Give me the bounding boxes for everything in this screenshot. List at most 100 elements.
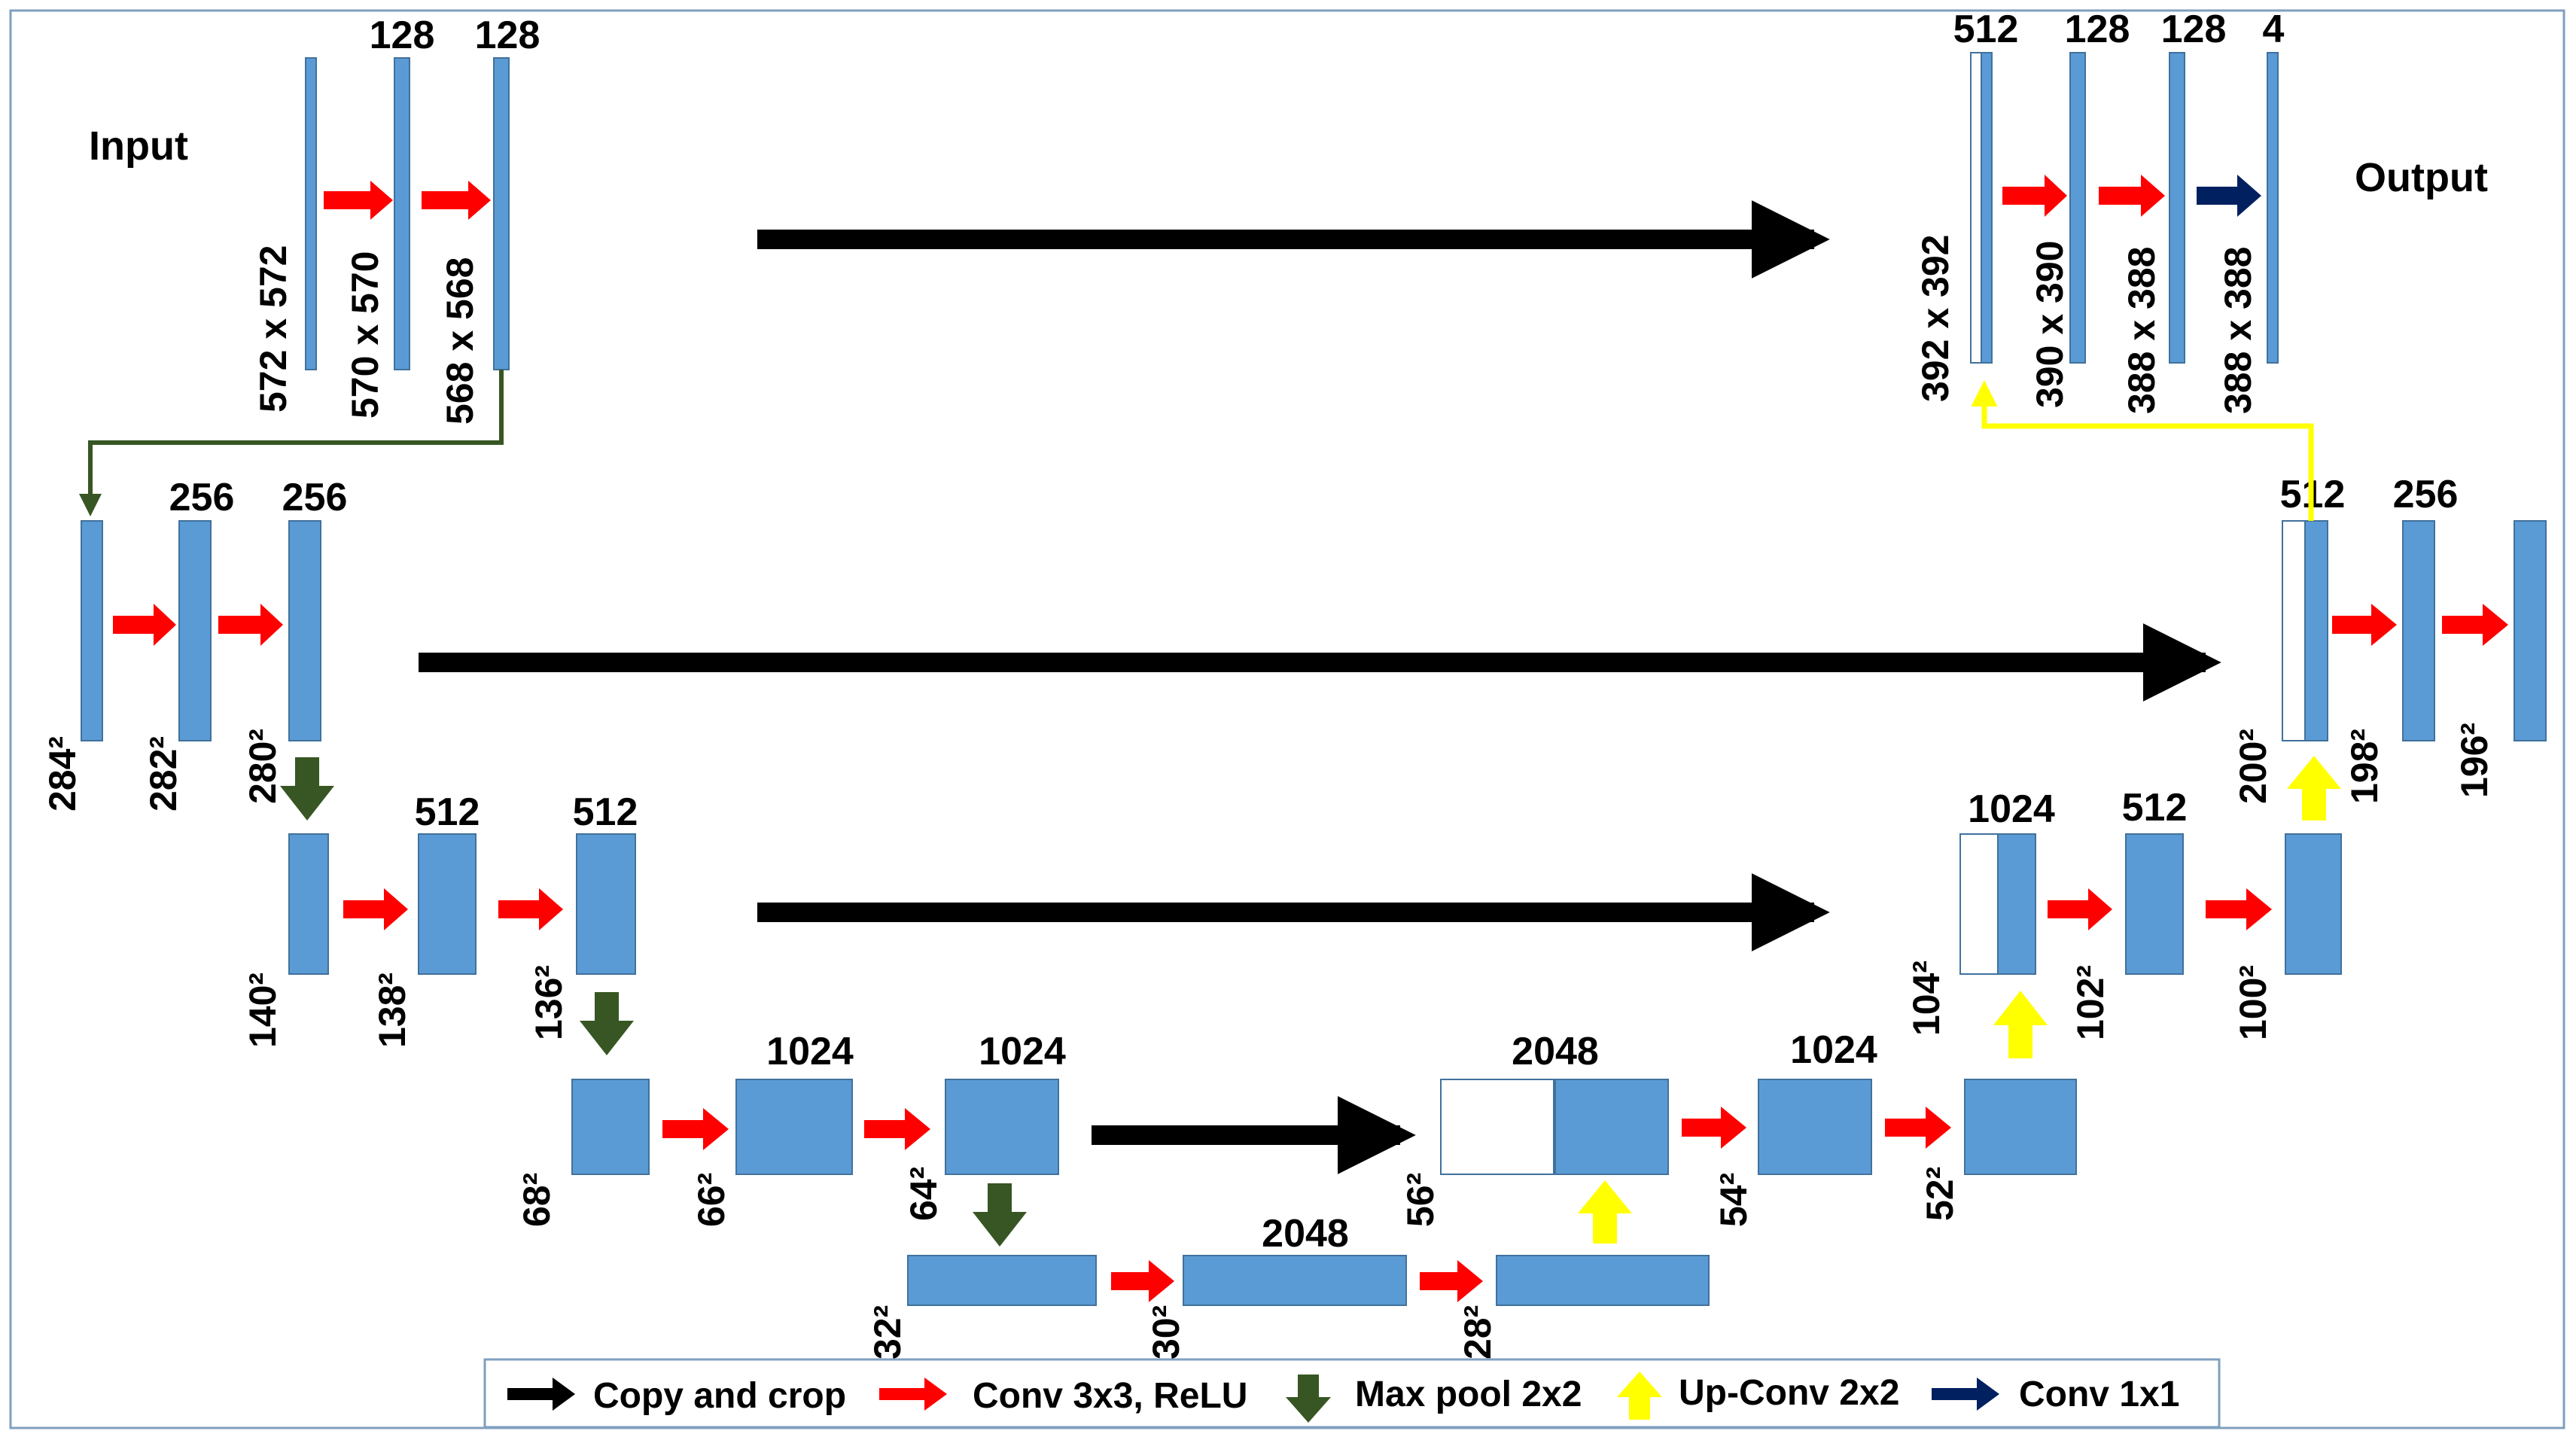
- size-label-l5-c: 28²: [1457, 1305, 1499, 1359]
- feature-map-l2-c: [288, 520, 321, 741]
- feature-map-u3-copy: [1959, 833, 1999, 975]
- channel-label-u3: 1024: [1968, 787, 2055, 831]
- feature-map-u1-a: [1981, 52, 1993, 364]
- legend-conv1x1: Conv 1x1: [2019, 1375, 2179, 1414]
- legend-conv1x1-arrow-icon: [1932, 1378, 1999, 1411]
- channel-label-u4: 2048: [1512, 1030, 1599, 1073]
- feature-map-u1-copy: [1970, 52, 1982, 364]
- conv-arrow: [1111, 1260, 1174, 1302]
- channel-label-l1-c: 128: [475, 14, 540, 57]
- conv1x1-arrow: [2197, 175, 2261, 217]
- channel-label-l2-b: 256: [169, 476, 235, 519]
- size-label-l5-b: 30²: [1145, 1305, 1187, 1359]
- feature-map-l4-b: [735, 1079, 853, 1175]
- maxpool-arrow: [580, 992, 634, 1055]
- feature-map-l2-a: [81, 520, 103, 741]
- conv-arrow: [2002, 175, 2067, 217]
- input-label: Input: [89, 123, 188, 169]
- size-label-l3-c: 136²: [528, 965, 570, 1040]
- feature-map-l4-c: [945, 1079, 1059, 1175]
- upconv-arrow: [1993, 991, 2048, 1058]
- maxpool-arrow: [280, 757, 334, 820]
- channel-label-l1-b: 128: [370, 14, 435, 57]
- feature-map-u4-a: [1554, 1079, 1669, 1175]
- feature-map-u2-a: [2304, 520, 2328, 741]
- upconv-arrow: [1578, 1180, 1632, 1244]
- channel-label-u1-out: 4: [2263, 8, 2285, 51]
- feature-map-u3-a: [1997, 833, 2036, 975]
- feature-map-l2-b: [178, 520, 212, 741]
- feature-map-u2-c: [2514, 520, 2547, 741]
- size-label-u2-a: 200²: [2232, 729, 2274, 804]
- size-label-l2-b: 282²: [142, 736, 184, 811]
- channel-label-l4-b: 1024: [766, 1030, 854, 1073]
- channel-label-u1-c: 128: [2161, 8, 2227, 51]
- legend-copy-arrow-icon: [507, 1378, 575, 1411]
- feature-map-l3-b: [418, 833, 477, 975]
- conv-arrow: [218, 604, 283, 646]
- feature-map-u1-c: [2169, 52, 2185, 364]
- size-label-l3-b: 138²: [371, 973, 413, 1048]
- size-label-u1-c: 388 x 388: [2121, 247, 2163, 414]
- feature-map-u4-copy: [1440, 1079, 1554, 1175]
- feature-map-l3-a: [288, 833, 329, 975]
- conv-arrow: [498, 888, 563, 930]
- feature-map-l5-b: [1183, 1255, 1407, 1306]
- size-label-l5-a: 32²: [866, 1305, 909, 1359]
- conv-arrow: [343, 888, 408, 930]
- channel-label-u2-b: 256: [2393, 473, 2459, 516]
- size-label-u1-a: 392 x 392: [1914, 235, 1956, 402]
- maxpool-path: [79, 370, 504, 516]
- size-label-l4-c: 64²: [903, 1167, 945, 1221]
- size-label-u4-b: 54²: [1713, 1173, 1755, 1227]
- legend-conv: Conv 3x3, ReLU: [973, 1376, 1247, 1416]
- conv-arrow: [2332, 604, 2397, 646]
- upconv-path: [1971, 380, 2314, 521]
- size-label-u2-c: 196²: [2453, 723, 2495, 798]
- conv-arrow: [2048, 888, 2112, 930]
- size-label-l2-c: 280²: [242, 729, 284, 804]
- conv-arrow: [113, 604, 176, 646]
- conv-arrow: [1885, 1107, 1951, 1149]
- feature-map-u4-c: [1964, 1079, 2077, 1175]
- feature-map-l1-a: [305, 57, 317, 370]
- channel-label-u3-b: 512: [2122, 786, 2188, 830]
- feature-map-l3-c: [576, 833, 636, 975]
- channel-label-u1-b: 128: [2065, 8, 2130, 51]
- feature-map-l1-c: [493, 57, 510, 370]
- feature-map-u1-b: [2069, 52, 2086, 364]
- channel-label-u1: 512: [1953, 8, 2019, 51]
- legend-box: [483, 1358, 2221, 1429]
- size-label-u3-b: 102²: [2069, 965, 2112, 1040]
- size-label-u1-d: 388 x 388: [2217, 247, 2259, 414]
- legend-upconv-arrow-icon: [1617, 1372, 1662, 1420]
- channel-label-l2-c: 256: [282, 476, 348, 519]
- upconv-arrow: [2287, 756, 2341, 820]
- legend-upconv: Up-Conv 2x2: [1679, 1373, 1899, 1413]
- size-label-l4-a: 68²: [516, 1173, 558, 1227]
- size-label-l3-a: 140²: [242, 973, 284, 1048]
- legend-maxpool: Max pool 2x2: [1355, 1375, 1582, 1414]
- size-label-l1-b: 570 x 570: [344, 251, 386, 419]
- channel-label-l4-c: 1024: [979, 1030, 1066, 1073]
- feature-map-u3-b: [2125, 833, 2184, 975]
- conv-arrow: [2099, 175, 2165, 217]
- channel-label-u4-b: 1024: [1790, 1028, 1877, 1072]
- size-label-u4-a: 56²: [1399, 1173, 1442, 1227]
- legend-maxpool-arrow-icon: [1286, 1375, 1331, 1423]
- conv-arrow: [1682, 1107, 1746, 1149]
- maxpool-arrow: [973, 1183, 1027, 1247]
- feature-map-u1-out: [2267, 52, 2279, 364]
- size-label-u3-a: 104²: [1905, 961, 1947, 1036]
- size-label-u1-b: 390 x 390: [2029, 241, 2071, 408]
- size-label-u4-c: 52²: [1919, 1167, 1961, 1221]
- feature-map-l1-b: [394, 57, 410, 370]
- legend-copy-crop: Copy and crop: [593, 1376, 846, 1416]
- feature-map-u2-copy: [2282, 520, 2306, 741]
- size-label-l1-a: 572 x 572: [252, 245, 294, 413]
- size-label-u2-b: 198²: [2343, 729, 2386, 804]
- conv-arrow: [864, 1108, 930, 1150]
- size-label-l4-b: 66²: [690, 1173, 732, 1227]
- feature-map-l5-a: [907, 1255, 1097, 1306]
